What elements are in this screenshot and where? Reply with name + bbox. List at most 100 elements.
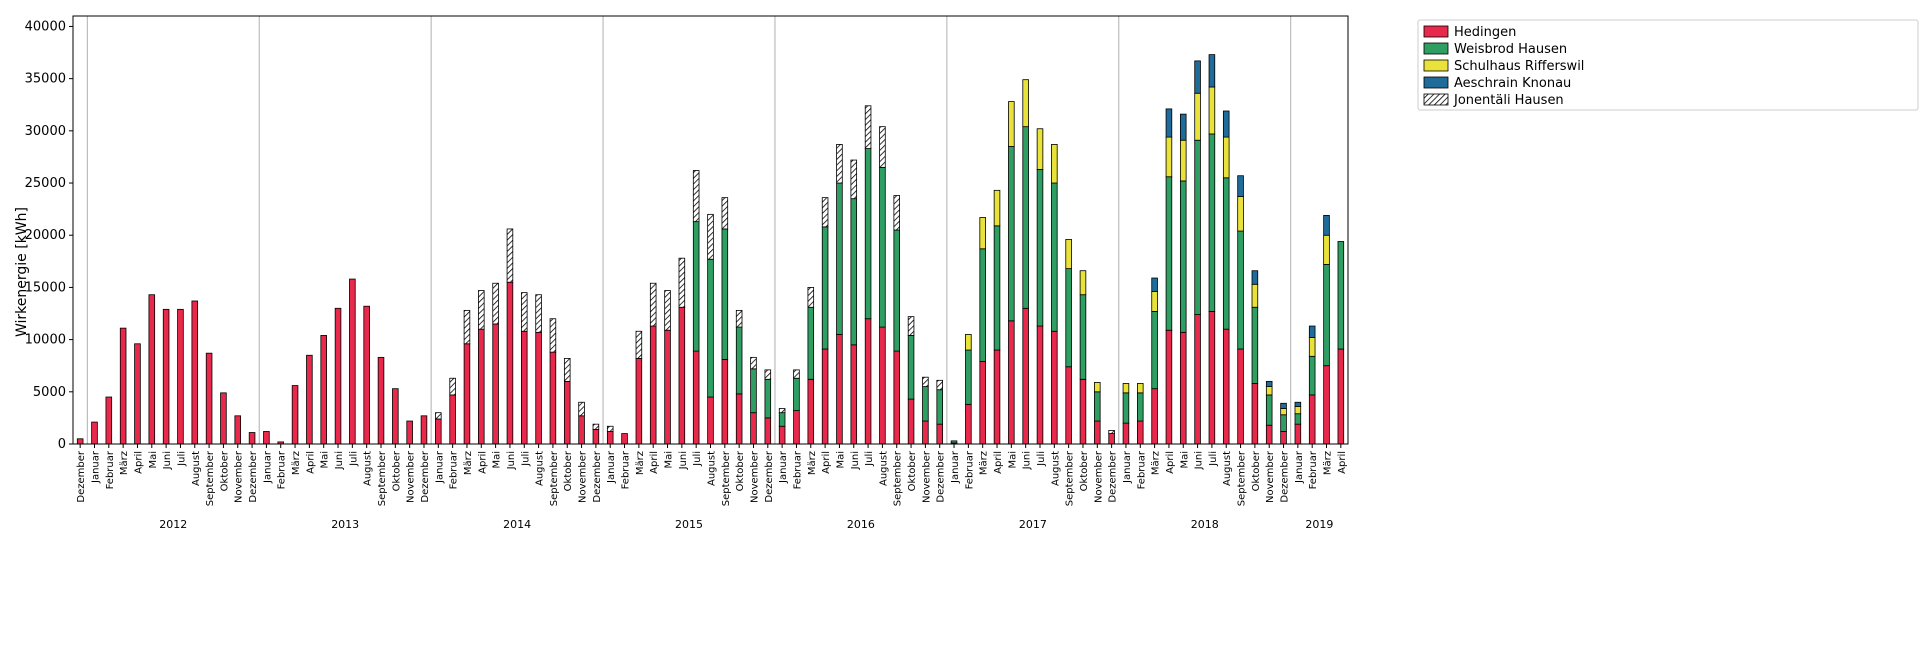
bar-hedingen [478,328,485,445]
x-tick-label: April [133,451,144,474]
y-tick-label: 20000 [25,228,66,243]
bar-weisbrod-hausen [1022,126,1029,309]
bar-jonent-li-hausen [764,369,772,380]
x-tick-label: August [1050,451,1061,486]
x-tick-label: November [406,450,417,503]
x-tick-label: Oktober [735,450,746,491]
bar-hedingen [735,393,743,445]
x-tick-label: Dezember [592,450,603,502]
bar-hedingen [1280,431,1287,445]
bar-jonent-li-hausen [449,377,456,396]
bar-hedingen [148,294,156,445]
legend-label: Hedingen [1454,25,1516,40]
year-label: 2018 [1191,518,1219,531]
bar-hedingen [907,398,915,445]
bar-hedingen [1137,420,1144,445]
x-tick-label: Mai [664,451,675,469]
bar-jonent-li-hausen [606,425,614,432]
x-tick-label: März [635,451,646,475]
bar-aeschrain-knonau [1308,325,1316,338]
legend-swatch [1423,76,1449,89]
bar-schulhaus-rifferswil [1308,337,1316,357]
bar-schulhaus-rifferswil [1036,128,1044,170]
year-label: 2016 [847,518,875,531]
bar-jonent-li-hausen [778,408,786,414]
bar-weisbrod-hausen [1194,139,1201,315]
bar-schulhaus-rifferswil [1137,383,1144,394]
bar-hedingen [162,308,170,445]
bar-hedingen [850,344,858,445]
bar-hedingen [320,335,327,445]
x-tick-label: Oktober [907,450,918,491]
bar-aeschrain-knonau [1222,110,1230,138]
bar-weisbrod-hausen [1122,392,1130,424]
x-tick-label: April [821,451,832,474]
x-tick-label: Februar [105,450,116,489]
bar-hedingen [1151,388,1158,445]
bar-weisbrod-hausen [1251,306,1259,384]
bar-hedingen [1237,348,1244,445]
x-tick-label: September [205,450,216,506]
bar-schulhaus-rifferswil [1051,143,1058,184]
x-tick-label: Juli [176,451,187,467]
x-tick-label: Januar [1122,450,1133,484]
x-tick-label: Oktober [1251,450,1262,491]
bar-aeschrain-knonau [1237,175,1244,197]
bar-schulhaus-rifferswil [1151,291,1158,312]
x-tick-label: Juni [334,451,345,470]
bar-jonent-li-hausen [907,316,915,336]
bar-schulhaus-rifferswil [1194,92,1201,141]
bar-jonent-li-hausen [535,294,542,333]
bar-hedingen [91,421,98,445]
bar-weisbrod-hausen [965,349,972,405]
bar-jonent-li-hausen [1108,430,1115,434]
y-tick-label: 0 [58,437,66,452]
x-tick-label: September [721,450,732,506]
bar-weisbrod-hausen [821,226,829,350]
bar-hedingen [506,281,514,445]
bar-weisbrod-hausen [707,258,714,398]
x-tick-label: März [291,451,302,475]
x-tick-label: Mai [148,451,159,469]
legend-label: Aeschrain Knonau [1454,76,1571,91]
bar-weisbrod-hausen [1337,241,1345,350]
bar-hedingen [979,361,986,445]
bar-weisbrod-hausen [1036,169,1044,327]
bar-hedingen [177,308,184,445]
legend: Hedingen Weisbrod Hausen Schulhaus Riffers… [1417,19,1919,111]
bar-schulhaus-rifferswil [1094,382,1101,393]
bar-aeschrain-knonau [1294,401,1302,407]
x-tick-label: November [749,450,760,503]
bar-schulhaus-rifferswil [965,333,972,351]
bar-aeschrain-knonau [1179,113,1187,141]
x-tick-label: April [305,451,316,474]
bar-weisbrod-hausen [864,148,872,320]
legend-swatch [1423,59,1449,72]
bar-weisbrod-hausen [1079,294,1087,380]
x-tick-label: November [234,450,245,503]
bar-weisbrod-hausen [1222,177,1230,330]
bar-weisbrod-hausen [1265,394,1273,426]
bar-hedingen [248,432,256,445]
y-tick-label: 35000 [25,72,66,87]
x-tick-label: Januar [262,450,273,484]
x-tick-label: Oktober [563,450,574,491]
x-tick-label: Juli [520,451,531,467]
bar-hedingen [621,433,628,445]
bar-hedingen [664,329,671,445]
bar-weisbrod-hausen [1137,392,1144,422]
x-tick-label: Mai [1007,451,1018,469]
bar-hedingen [793,410,800,445]
x-tick-label: Dezember [1108,450,1119,502]
x-tick-label: Juni [1194,451,1205,470]
legend-swatch [1423,42,1449,55]
bar-jonent-li-hausen [864,105,872,149]
bar-hedingen [1222,328,1230,445]
x-tick-label: August [535,451,546,486]
x-tick-label: Oktober [391,450,402,491]
x-tick-label: Juni [162,451,173,470]
x-tick-label: Februar [277,450,288,489]
x-tick-label: April [649,451,660,474]
bar-hedingen [205,352,213,445]
bar-schulhaus-rifferswil [1251,283,1259,308]
